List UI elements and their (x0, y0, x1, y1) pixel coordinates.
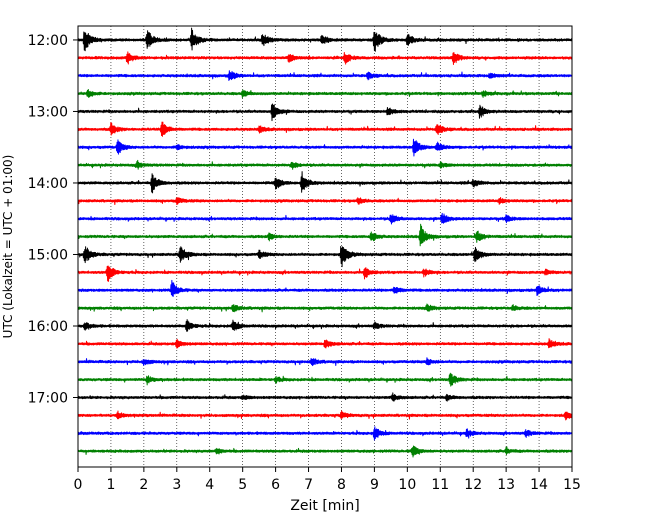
seismic-traces (77, 27, 573, 458)
trace-1245 (77, 88, 573, 99)
x-tick-label: 10 (398, 477, 416, 493)
x-axis-ticks: 0 1 2 3 4 5 6 7 8 9 10 11 12 13 14 15 (74, 467, 581, 493)
x-tick-label: 12 (464, 477, 482, 493)
trace-1345 (77, 159, 573, 170)
x-tick-label: 3 (172, 477, 181, 493)
y-tick-label: 12:00 (28, 33, 68, 49)
trace-1645 (77, 372, 573, 387)
x-tick-label: 8 (337, 477, 346, 493)
trace-1515 (77, 265, 573, 282)
trace-1530 (77, 279, 573, 297)
trace-1500 (77, 245, 573, 268)
y-tick-label: 14:00 (28, 176, 68, 192)
trace-1330 (77, 138, 573, 157)
trace-1415 (77, 196, 573, 206)
trace-1615 (77, 338, 573, 349)
y-tick-label: 17:00 (28, 391, 68, 407)
x-tick-label: 6 (271, 477, 280, 493)
trace-1600 (77, 319, 573, 332)
trace-1730 (77, 426, 573, 441)
trace-1445 (77, 223, 573, 247)
trace-1400 (77, 171, 573, 194)
x-tick-label: 11 (431, 477, 449, 493)
trace-1430 (77, 212, 573, 225)
y-axis-ticks: 12:00 13:00 14:00 15:00 16:00 17:00 (28, 33, 78, 407)
x-tick-label: 15 (563, 477, 581, 493)
x-tick-label: 1 (106, 477, 115, 493)
y-tick-label: 15:00 (28, 247, 68, 263)
x-tick-label: 14 (530, 477, 548, 493)
trace-1700 (77, 392, 573, 402)
trace-1715 (77, 410, 573, 421)
trace-1200 (77, 27, 573, 52)
trace-1630 (77, 357, 573, 367)
x-tick-label: 5 (238, 477, 247, 493)
y-axis-label: UTC (Lokalzeit = UTC + 01:00) (1, 155, 15, 339)
trace-1315 (77, 121, 573, 137)
trace-1545 (77, 303, 573, 313)
plot-frame (77, 25, 573, 468)
trace-1215 (77, 51, 573, 65)
trace-1745 (77, 445, 573, 458)
trace-1300 (77, 103, 573, 122)
x-axis-label: Zeit [min] (290, 498, 359, 514)
x-tick-label: 0 (74, 477, 83, 493)
y-tick-label: 13:00 (28, 104, 68, 120)
x-tick-label: 9 (370, 477, 379, 493)
x-tick-label: 2 (139, 477, 148, 493)
trace-1230 (77, 70, 573, 81)
x-tick-label: 7 (304, 477, 313, 493)
y-tick-label: 16:00 (28, 319, 68, 335)
x-tick-label: 4 (205, 477, 214, 493)
x-tick-label: 13 (497, 477, 515, 493)
